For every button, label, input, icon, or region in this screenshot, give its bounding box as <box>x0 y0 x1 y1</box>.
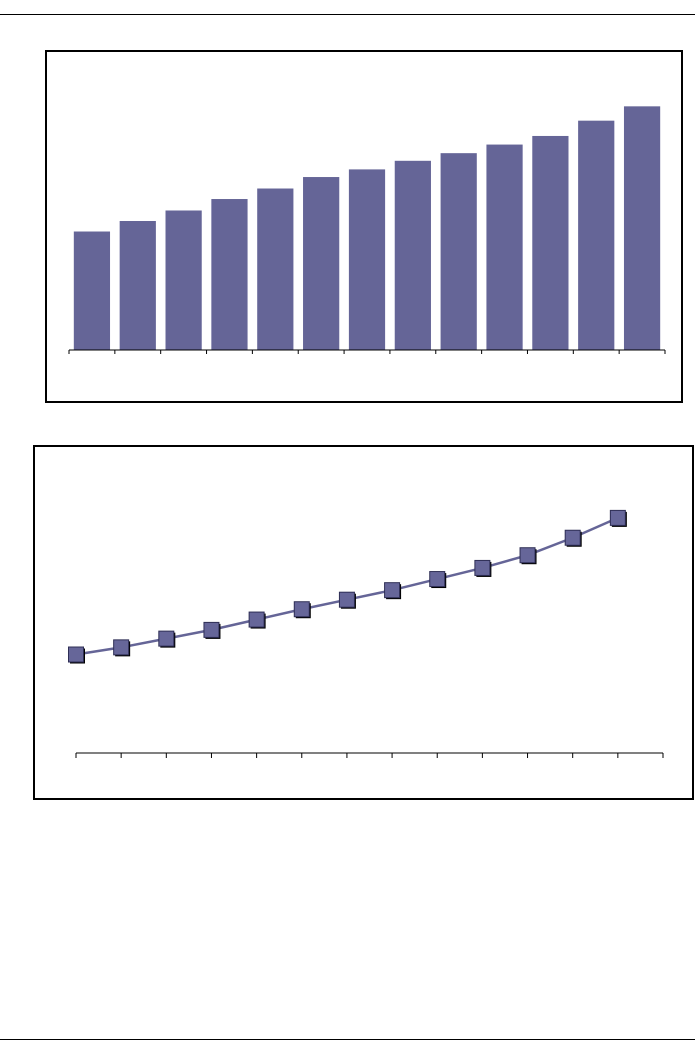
bar-2 <box>119 221 156 350</box>
marker-13 <box>609 509 626 526</box>
marker-12 <box>564 529 581 546</box>
bar-4 <box>211 199 248 350</box>
marker-8 <box>384 582 401 599</box>
marker-1 <box>68 646 84 663</box>
bar-7 <box>348 169 386 350</box>
bar-chart <box>68 106 666 354</box>
marker-10 <box>474 559 491 576</box>
marker-6 <box>293 601 310 618</box>
bar-1 <box>73 231 111 350</box>
series-line <box>75 516 619 656</box>
bar-6 <box>303 177 340 350</box>
marker-7 <box>338 591 355 608</box>
line-chart <box>68 509 664 758</box>
line-chart-frame <box>33 445 694 800</box>
bar-9 <box>440 153 477 350</box>
bar-10 <box>486 144 523 350</box>
bottom-rule <box>0 1039 695 1040</box>
marker-2 <box>113 639 130 656</box>
bar-13 <box>623 106 661 350</box>
marker-4 <box>203 621 220 638</box>
bar-8 <box>394 160 431 350</box>
bar-12 <box>578 120 615 350</box>
top-rule <box>0 14 695 15</box>
bar-5 <box>257 188 294 350</box>
marker-3 <box>158 630 175 647</box>
marker-11 <box>519 547 536 564</box>
bar-chart-frame <box>45 50 683 403</box>
marker-9 <box>429 571 446 588</box>
marker-5 <box>248 611 265 628</box>
bar-11 <box>532 135 569 350</box>
bar-3 <box>165 210 202 350</box>
